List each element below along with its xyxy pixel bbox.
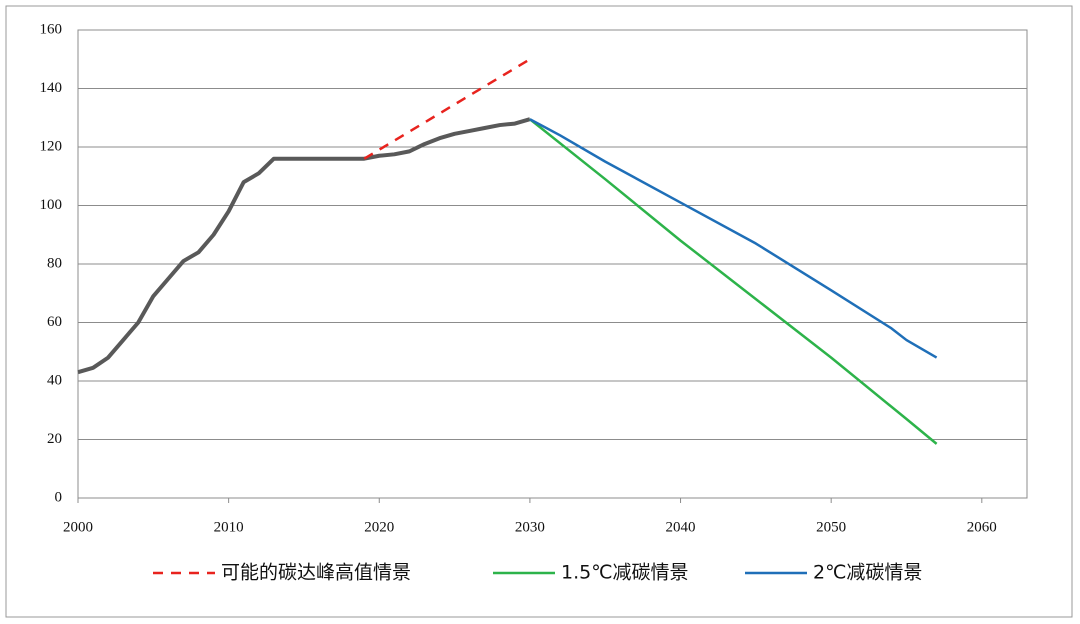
y-tick-label: 80 <box>47 255 62 271</box>
x-tick-label: 2010 <box>214 519 244 535</box>
y-tick-label: 120 <box>40 138 63 154</box>
y-tick-label: 0 <box>55 489 63 505</box>
x-tick-label: 2050 <box>816 519 846 535</box>
y-tick-label: 140 <box>40 80 63 96</box>
y-tick-label: 100 <box>40 197 63 213</box>
x-tick-label: 2030 <box>515 519 545 535</box>
series-line <box>363 58 531 160</box>
y-tick-label: 40 <box>47 372 62 388</box>
y-tick-label: 60 <box>47 314 62 330</box>
x-tick-label: 2000 <box>63 519 93 535</box>
legend-label: 2℃减碳情景 <box>813 562 922 584</box>
y-tick-label: 20 <box>47 431 62 447</box>
series-line <box>529 118 938 359</box>
x-tick-label: 2020 <box>364 519 394 535</box>
series-line <box>529 118 938 445</box>
series-line <box>77 117 531 375</box>
x-tick-label: 2040 <box>666 519 696 535</box>
legend-label: 可能的碳达峰高值情景 <box>221 562 411 584</box>
x-tick-label: 2060 <box>967 519 997 535</box>
y-tick-label: 160 <box>40 21 63 37</box>
chart-frame <box>5 5 1073 618</box>
legend-label: 1.5℃减碳情景 <box>561 562 689 584</box>
